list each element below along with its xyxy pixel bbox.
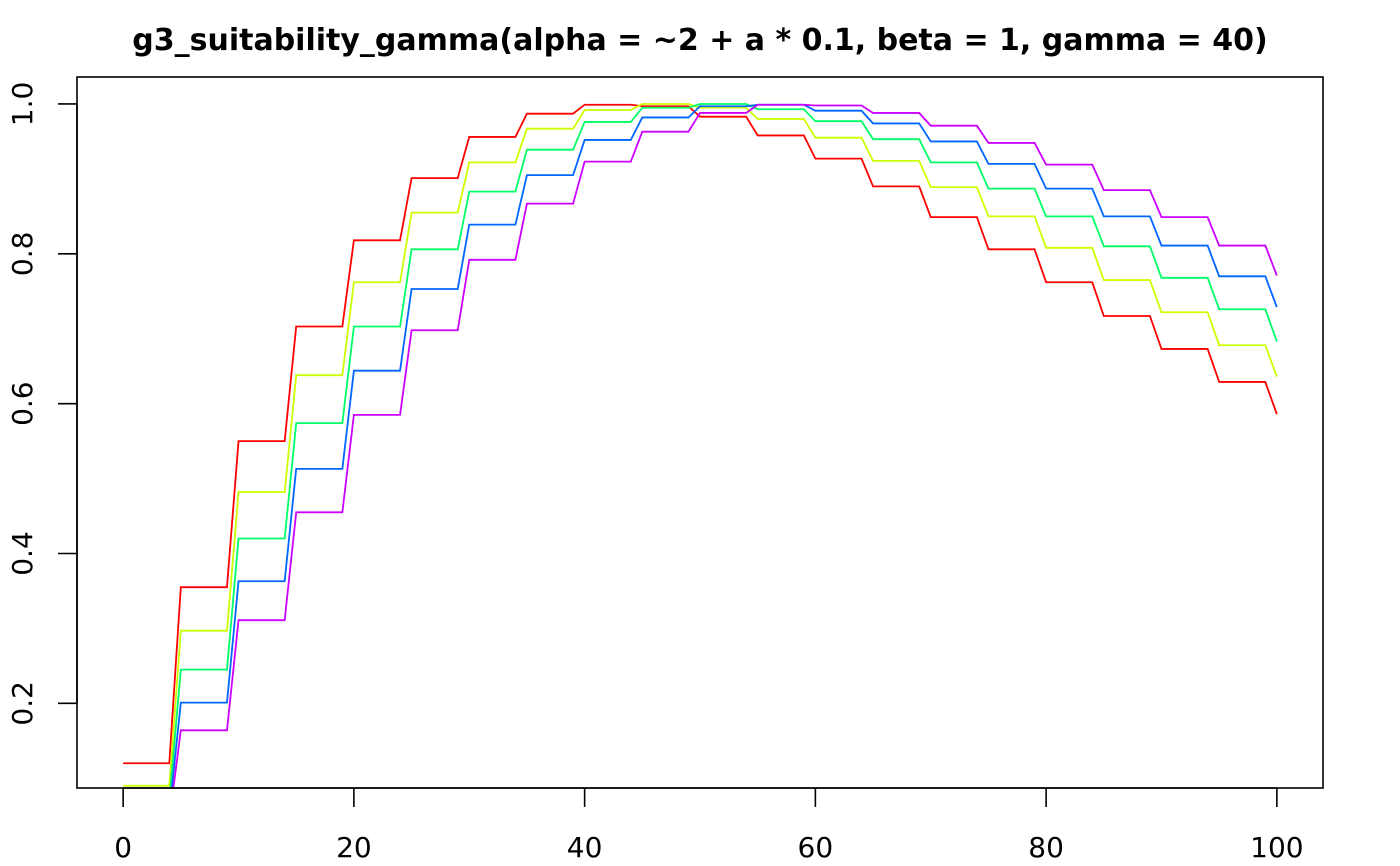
x-tick-label: 60 — [798, 831, 834, 864]
y-tick-label: 0.4 — [6, 531, 39, 576]
y-tick-label: 0.2 — [6, 681, 39, 726]
series-line-blue — [170, 103, 1278, 788]
y-tick-label: 0.6 — [6, 381, 39, 426]
x-tick-label: 100 — [1250, 831, 1303, 864]
x-tick-label: 80 — [1028, 831, 1064, 864]
series-line-yellow — [123, 103, 1278, 787]
x-tick-label: 20 — [336, 831, 372, 864]
y-tick-label: 1.0 — [6, 82, 39, 127]
x-tick-label: 40 — [567, 831, 603, 864]
x-axis: 0 20 40 60 80 100 — [114, 787, 1304, 864]
series-line-green — [169, 103, 1278, 788]
series-line-red — [123, 103, 1278, 765]
plot-frame — [76, 76, 1324, 789]
chart-title: g3_suitability_gamma(alpha = ~2 + a * 0.… — [132, 23, 1267, 58]
series-layer — [123, 103, 1278, 788]
x-tick-label: 0 — [114, 831, 132, 864]
series-line-magenta — [172, 103, 1278, 788]
y-tick-label: 0.8 — [6, 232, 39, 277]
y-axis: 0.2 0.4 0.6 0.8 1.0 — [6, 82, 78, 726]
